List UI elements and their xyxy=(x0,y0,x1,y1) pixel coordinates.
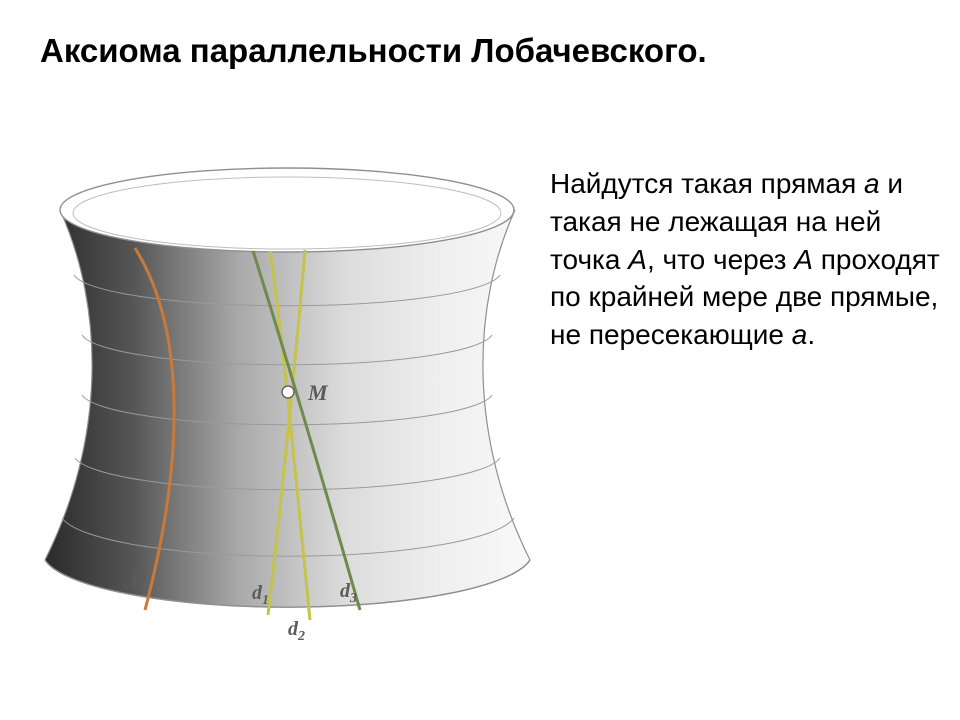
axiom-text: Найдутся такая прямая а и такая не лежащ… xyxy=(550,165,940,354)
text-part: Найдутся такая прямая xyxy=(550,168,864,199)
label-d2-sub: 2 xyxy=(298,629,305,644)
label-d2-base: d xyxy=(288,618,298,640)
hyperboloid-diagram: M D d1 d2 d3 xyxy=(20,140,540,660)
label-d2: d2 xyxy=(288,618,305,645)
text-part: , что через xyxy=(647,244,794,275)
var-A: А xyxy=(628,244,647,275)
text-part: . xyxy=(807,319,815,350)
label-d1: d1 xyxy=(252,582,269,609)
label-d1-sub: 1 xyxy=(262,593,269,608)
point-M xyxy=(282,386,294,398)
var-a: а xyxy=(792,319,808,350)
page-title: Аксиома параллельности Лобачевского. xyxy=(40,32,920,70)
label-d3-sub: 3 xyxy=(350,591,357,606)
label-M: M xyxy=(308,380,328,406)
label-d3-base: d xyxy=(340,580,350,602)
top-ellipse-inner xyxy=(73,177,501,249)
label-D: D xyxy=(130,566,146,592)
label-d3: d3 xyxy=(340,580,357,607)
label-d1-base: d xyxy=(252,582,262,604)
var-a: а xyxy=(864,168,880,199)
var-A: А xyxy=(794,244,813,275)
diagram-svg xyxy=(20,140,540,660)
